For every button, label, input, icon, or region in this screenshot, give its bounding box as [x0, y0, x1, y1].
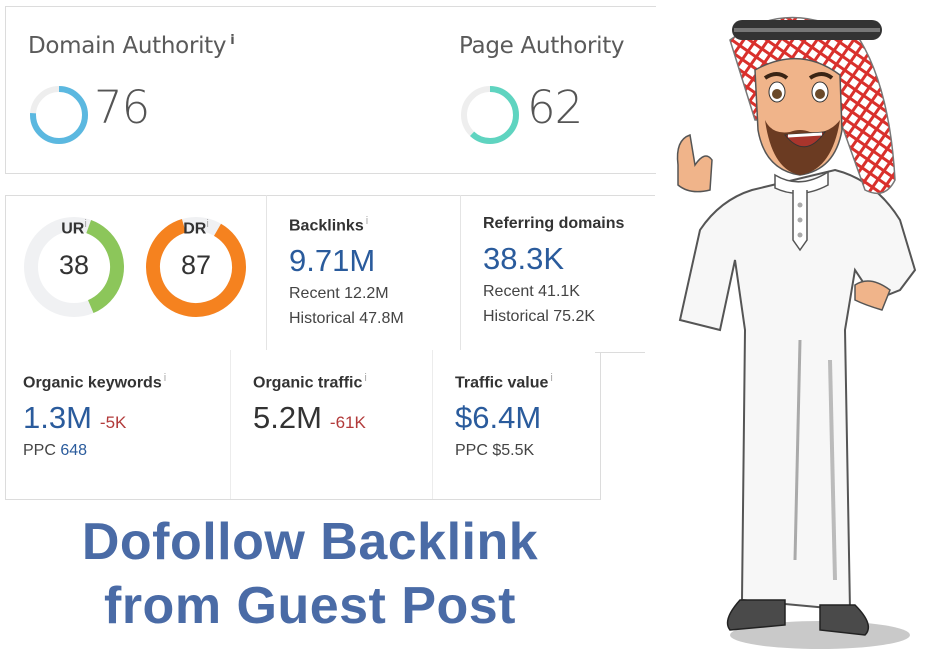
dr-value: 87	[180, 250, 212, 280]
referring-domains-historical: Historical 75.2K	[483, 308, 596, 325]
ur-ring-icon	[24, 217, 124, 317]
ur-card: URi 38	[23, 200, 125, 317]
moz-metrics-panel: Domain Authority i 76 Page Authority 62	[5, 6, 656, 174]
backlinks-label-text: Backlinks	[289, 217, 364, 235]
info-icon[interactable]: i	[550, 372, 553, 384]
traffic-value-label: Traffic value i	[455, 372, 595, 392]
backlinks-card: Backlinks i 9.71M Recent 12.2M Historical…	[289, 215, 454, 329]
info-icon[interactable]: i	[84, 218, 87, 230]
organic-traffic-value[interactable]: 5.2M	[253, 400, 322, 436]
dr-label-text: DR	[183, 220, 207, 238]
ur-value: 38	[58, 250, 90, 280]
dr-card: DRi 87	[145, 200, 247, 317]
organic-traffic-label-text: Organic traffic	[253, 374, 363, 392]
ur-label-text: UR	[61, 220, 85, 238]
info-icon[interactable]: i	[365, 215, 369, 227]
page-authority-card: Page Authority 62	[459, 33, 625, 144]
organic-traffic-card: Organic traffic i 5.2M -61K	[253, 372, 428, 437]
referring-domains-value[interactable]: 38.3K	[483, 241, 565, 276]
backlinks-historical: Historical 47.8M	[289, 310, 404, 328]
headline-line-1: Dofollow Backlink	[81, 513, 539, 571]
info-icon[interactable]: i	[163, 372, 167, 384]
referring-domains-recent: Recent 41.1K	[483, 283, 580, 300]
ppc-label: PPC	[23, 442, 56, 460]
backlinks-recent: Recent 12.2M	[289, 285, 389, 303]
traffic-value-ppc: PPC $5.5K	[455, 442, 535, 460]
info-icon[interactable]: i	[230, 33, 235, 49]
page-authority-ring-icon	[461, 86, 519, 144]
ur-label: URi	[23, 218, 125, 238]
referring-domains-label: Referring domains	[483, 215, 625, 232]
dr-ring-icon	[146, 217, 246, 317]
domain-authority-label: Domain Authority	[28, 33, 227, 59]
backlinks-value[interactable]: 9.71M	[289, 243, 376, 279]
organic-keywords-label: Organic keywords i	[23, 372, 223, 392]
organic-keywords-label-text: Organic keywords	[23, 374, 162, 392]
organic-traffic-label: Organic traffic i	[253, 372, 428, 392]
organic-keywords-value[interactable]: 1.3M	[23, 400, 92, 436]
traffic-value-label-text: Traffic value	[455, 374, 549, 392]
dr-label: DRi	[145, 218, 247, 238]
info-icon[interactable]: i	[206, 218, 209, 230]
ppc-value[interactable]: 648	[60, 442, 88, 460]
traffic-value-card: Traffic value i $6.4M PPC $5.5K	[455, 372, 595, 461]
ahrefs-metrics-panel: URi 38 DRi 87 Backlinks i 9.71M Recent 12…	[5, 195, 655, 505]
backlinks-label: Backlinks i	[289, 215, 454, 235]
domain-authority-value: 76	[94, 81, 150, 134]
page-authority-title: Page Authority	[459, 33, 625, 59]
domain-authority-ring-icon	[30, 86, 88, 144]
organic-keywords-ppc: PPC 648	[23, 442, 223, 460]
page-authority-value: 62	[527, 81, 583, 134]
info-icon[interactable]: i	[364, 372, 367, 384]
cartoon-man-thumbs-up-illustration	[676, 16, 917, 649]
domain-authority-title: Domain Authority i	[28, 33, 235, 59]
organic-keywords-delta: -5K	[99, 413, 127, 433]
organic-keywords-card: Organic keywords i 1.3M -5K PPC 648	[23, 372, 223, 461]
organic-traffic-delta: -61K	[329, 413, 366, 433]
referring-domains-card: Referring domains 38.3K Recent 41.1K His…	[483, 215, 653, 326]
headline-line-2: from Guest Post	[104, 577, 516, 635]
headline: Dofollow Backlink from Guest Post	[20, 510, 600, 638]
domain-authority-card: Domain Authority i 76	[28, 33, 235, 144]
traffic-value-value[interactable]: $6.4M	[455, 400, 542, 436]
